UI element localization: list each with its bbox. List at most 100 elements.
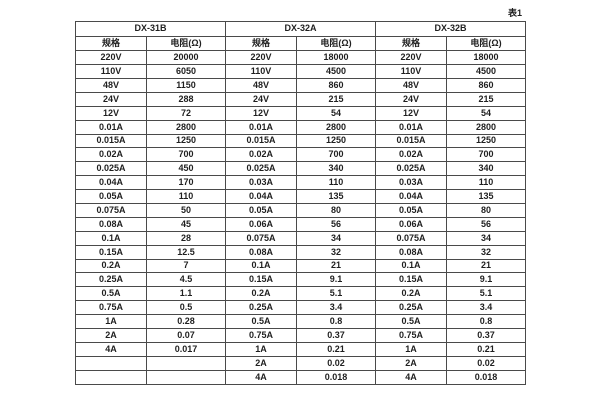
resistance-cell: 0.02	[446, 355, 527, 371]
spec-cell: 0.5A	[375, 314, 448, 329]
column-header: 规格	[75, 35, 147, 52]
spec-cell: 0.05A	[75, 189, 147, 204]
resistance-cell: 700	[145, 147, 227, 163]
resistance-cell: 0.21	[296, 341, 377, 357]
spec-cell: 0.25A	[375, 300, 448, 316]
resistance-cell: 34	[446, 230, 527, 246]
spec-cell: 0.2A	[75, 258, 147, 274]
resistance-cell: 340	[446, 161, 527, 177]
resistance-cell: 5.1	[296, 286, 377, 302]
resistance-cell: 860	[446, 77, 527, 93]
spec-cell: 0.01A	[225, 119, 298, 135]
resistance-cell: 45	[145, 216, 227, 232]
resistance-cell: 32	[296, 244, 377, 260]
resistance-cell: 110	[446, 175, 527, 191]
spec-cell: 0.15A	[75, 244, 147, 260]
spec-cell: 48V	[375, 77, 448, 93]
resistance-cell: 2800	[145, 119, 227, 135]
resistance-cell: 80	[296, 202, 377, 218]
spec-cell: 24V	[375, 91, 448, 107]
resistance-cell: 9.1	[446, 272, 527, 288]
spec-cell: 110V	[75, 64, 147, 79]
resistance-table-body: DX-31B DX-32A DX-32B 规格 电阻(Ω) 规格 电阻(Ω) 规格 电阻(Ω) 2…	[74, 21, 527, 385]
table-row: 0.1A 28 0.075A 34 0.075A 34	[75, 230, 527, 246]
table-row: 24V 288 24V 215 24V 215	[75, 91, 527, 107]
resistance-cell: 34	[296, 230, 377, 246]
resistance-cell: 56	[296, 216, 377, 232]
spec-cell: 12V	[375, 105, 448, 121]
resistance-table-container: DX-31B DX-32A DX-32B 规格 电阻(Ω) 规格 电阻(Ω) 规格 电阻(Ω) 2…	[74, 21, 527, 385]
column-header: 电阻(Ω)	[296, 35, 377, 52]
resistance-cell: 4.5	[145, 272, 227, 288]
resistance-cell: 9.1	[296, 272, 377, 288]
table-row: 1A 0.28 0.5A 0.8 0.5A 0.8	[75, 314, 527, 329]
spec-cell: 0.15A	[375, 272, 448, 288]
spec-cell: 0.075A	[225, 230, 298, 246]
column-header: 规格	[225, 35, 298, 52]
spec-cell: 1A	[75, 314, 147, 329]
resistance-cell: 20000	[145, 50, 227, 66]
resistance-cell: 110	[145, 189, 227, 204]
resistance-cell	[145, 369, 227, 385]
spec-cell: 2A	[225, 355, 298, 371]
spec-cell: 0.02A	[75, 147, 147, 163]
spec-cell: 0.03A	[225, 175, 298, 191]
resistance-cell: 0.018	[296, 369, 377, 385]
spec-cell: 1A	[225, 341, 298, 357]
resistance-cell: 1250	[145, 133, 227, 149]
resistance-cell: 3.4	[446, 300, 527, 316]
resistance-cell: 700	[446, 147, 527, 163]
resistance-cell: 0.21	[446, 341, 527, 357]
resistance-cell: 18000	[296, 50, 377, 66]
resistance-cell: 5.1	[446, 286, 527, 302]
resistance-cell: 0.8	[446, 314, 527, 329]
spec-cell: 0.05A	[225, 202, 298, 218]
table-row: 0.2A 7 0.1A 21 0.1A 21	[75, 258, 527, 274]
spec-cell: 24V	[75, 91, 147, 107]
resistance-cell: 700	[296, 147, 377, 163]
spec-cell	[75, 369, 147, 385]
spec-cell: 0.1A	[375, 258, 448, 274]
spec-cell: 0.01A	[375, 119, 448, 135]
table-row: 2A 0.02 2A 0.02	[75, 355, 527, 371]
spec-cell: 4A	[75, 341, 147, 357]
spec-cell: 0.04A	[375, 189, 448, 204]
table-row: 4A 0.018 4A 0.018	[75, 369, 527, 385]
resistance-cell: 135	[446, 189, 527, 204]
spec-cell: 0.5A	[75, 286, 147, 302]
resistance-cell: 288	[145, 91, 227, 107]
resistance-cell: 1150	[145, 77, 227, 93]
spec-cell: 12V	[75, 105, 147, 121]
resistance-cell: 4500	[446, 64, 527, 79]
resistance-cell: 2800	[446, 119, 527, 135]
resistance-table: DX-31B DX-32A DX-32B 规格 电阻(Ω) 规格 电阻(Ω) 规格 电阻(Ω) 2…	[74, 21, 527, 385]
spec-cell: 48V	[225, 77, 298, 93]
resistance-cell: 0.8	[296, 314, 377, 329]
table-row: 2A 0.07 0.75A 0.37 0.75A 0.37	[75, 328, 527, 343]
table-row: 0.05A 110 0.04A 135 0.04A 135	[75, 189, 527, 204]
resistance-cell: 6050	[145, 64, 227, 79]
spec-cell: 0.25A	[225, 300, 298, 316]
resistance-cell: 170	[145, 175, 227, 191]
spec-cell: 0.04A	[225, 189, 298, 204]
resistance-cell: 0.07	[145, 328, 227, 343]
resistance-cell: 2800	[296, 119, 377, 135]
table-row: 48V 1150 48V 860 48V 860	[75, 77, 527, 93]
spec-cell: 0.015A	[225, 133, 298, 149]
spec-cell	[75, 355, 147, 371]
table-row: 0.08A 45 0.06A 56 0.06A 56	[75, 216, 527, 232]
column-header-row: 规格 电阻(Ω) 规格 电阻(Ω) 规格 电阻(Ω)	[75, 35, 527, 52]
table-row: 0.025A 450 0.025A 340 0.025A 340	[75, 161, 527, 177]
spec-cell: 1A	[375, 341, 448, 357]
resistance-cell: 0.37	[296, 328, 377, 343]
spec-cell: 2A	[375, 355, 448, 371]
resistance-cell: 72	[145, 105, 227, 121]
table-row: 0.075A 50 0.05A 80 0.05A 80	[75, 202, 527, 218]
resistance-cell: 3.4	[296, 300, 377, 316]
table-row: 220V 20000 220V 18000 220V 18000	[75, 50, 527, 66]
resistance-cell: 54	[446, 105, 527, 121]
spec-cell: 0.06A	[375, 216, 448, 232]
spec-cell: 0.08A	[225, 244, 298, 260]
resistance-cell: 28	[145, 230, 227, 246]
spec-cell: 0.015A	[375, 133, 448, 149]
